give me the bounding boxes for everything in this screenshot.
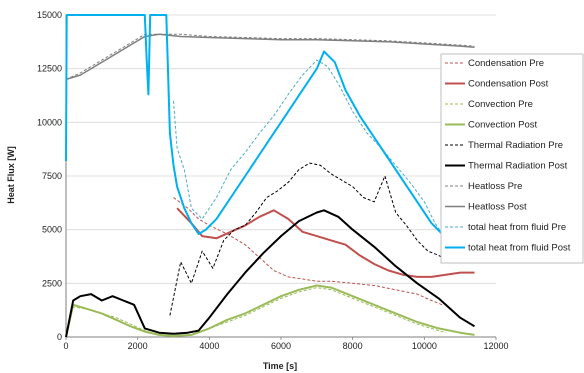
y-tick-label: 5000 — [42, 225, 62, 235]
x-axis-label: Time [s] — [263, 361, 297, 371]
x-tick-label: 4000 — [199, 341, 219, 351]
y-tick-label: 2500 — [42, 278, 62, 288]
y-tick-label: 0 — [57, 332, 62, 342]
y-axis-label: Heat Flux [W] — [6, 146, 16, 204]
x-tick-label: 0 — [63, 341, 68, 351]
legend-entry: total heat from fluid Pre — [468, 222, 566, 233]
legend-entry: Thermal Radiation Post — [468, 161, 568, 172]
legend-entry: Heatloss Pre — [468, 181, 522, 192]
legend-entry: Thermal Radiation Pre — [468, 140, 563, 151]
x-tick-label: 10000 — [412, 341, 437, 351]
legend-entry: Condensation Pre — [468, 58, 544, 69]
y-tick-label: 10000 — [37, 117, 62, 127]
legend-entry: Convection Post — [468, 120, 538, 131]
x-tick-label: 8000 — [343, 341, 363, 351]
series-line-4 — [169, 162, 447, 316]
legend-entry: Convection Pre — [468, 99, 533, 110]
series-line-0 — [173, 197, 443, 306]
x-tick-label: 2000 — [128, 341, 148, 351]
y-tick-labels: 0 2500 5000 7500 10000 12500 15000 — [37, 10, 62, 342]
series-line-8 — [173, 59, 443, 235]
y-tick-label: 15000 — [37, 10, 62, 20]
series-line-2 — [65, 287, 446, 338]
series-line-6 — [65, 33, 475, 80]
series-line-9 — [65, 14, 444, 235]
x-tick-label: 12000 — [483, 341, 508, 351]
series-line-5 — [65, 209, 476, 338]
series-lines — [65, 14, 476, 338]
series-line-7 — [65, 33, 475, 81]
legend: Condensation Pre Condensation Post Convect… — [440, 53, 584, 264]
legend-entry: Heatloss Post — [468, 202, 527, 213]
y-tick-label: 12500 — [37, 64, 62, 74]
x-tick-labels: 0 2000 4000 6000 8000 10000 12000 — [63, 341, 508, 351]
x-tick-label: 6000 — [271, 341, 291, 351]
series-line-1 — [176, 207, 475, 278]
series-line-3 — [65, 284, 475, 338]
y-tick-label: 7500 — [42, 171, 62, 181]
legend-entry: Condensation Post — [468, 79, 549, 90]
legend-box — [440, 53, 584, 264]
legend-entry: total heat from fluid Post — [468, 243, 571, 254]
